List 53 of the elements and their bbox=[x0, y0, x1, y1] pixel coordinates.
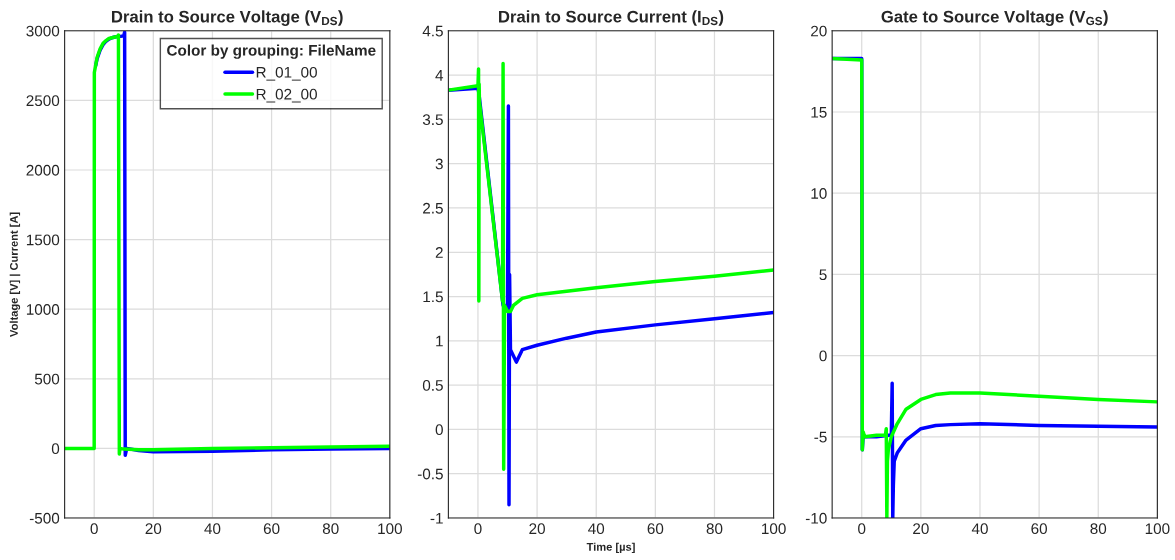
y-tick-label: 1500 bbox=[26, 234, 60, 246]
x-tick-label: 60 bbox=[1031, 523, 1048, 535]
x-tick-label: 20 bbox=[529, 523, 545, 535]
x-tick-label: 100 bbox=[762, 523, 786, 535]
x-tick-label: 20 bbox=[145, 523, 162, 535]
y-tick-label: 0 bbox=[819, 350, 827, 362]
y-tick-label: 2.5 bbox=[423, 202, 443, 214]
legend-label: R_01_00 bbox=[256, 66, 317, 81]
x-tick-label: 80 bbox=[1090, 523, 1107, 535]
x-tick-label: 60 bbox=[647, 523, 664, 535]
chart-title: Drain to Source Current (I$_{DS}$) bbox=[499, 10, 724, 26]
x-tick-label: 40 bbox=[588, 523, 605, 535]
y-tick-label: -500 bbox=[29, 512, 60, 524]
y-tick-label: 500 bbox=[34, 373, 60, 385]
y-tick-label: -1 bbox=[430, 513, 443, 524]
x-axis-title: Time [µs] bbox=[586, 542, 635, 554]
y-tick-label: -10 bbox=[805, 512, 827, 524]
y-tick-label: 10 bbox=[811, 188, 827, 199]
x-tick-label: 0 bbox=[474, 523, 482, 535]
y-tick-label: -5 bbox=[814, 431, 827, 443]
y-tick-label: -0.5 bbox=[417, 468, 443, 480]
x-tick-label: 0 bbox=[90, 523, 98, 535]
chart-title: Drain to Source Voltage (V$_{DS}$) bbox=[112, 10, 343, 26]
x-tick-label: 60 bbox=[263, 523, 280, 535]
x-tick-label: 80 bbox=[706, 523, 723, 535]
x-tick-label: 40 bbox=[204, 523, 221, 535]
y-tick-label: 5 bbox=[819, 269, 827, 281]
y-tick-label: 0 bbox=[51, 443, 60, 455]
y-tick-label: 20 bbox=[811, 25, 827, 37]
x-tick-label: 80 bbox=[322, 523, 339, 535]
y-tick-label: 1 bbox=[436, 335, 443, 347]
y-tick-label: 1.5 bbox=[423, 291, 443, 303]
x-tick-label: 40 bbox=[971, 523, 988, 535]
y-tick-label: 0.5 bbox=[422, 379, 443, 391]
y-tick-label: 2000 bbox=[26, 164, 60, 176]
x-tick-label: 100 bbox=[378, 523, 402, 535]
x-tick-label: 100 bbox=[1145, 523, 1170, 535]
y-tick-label: 2 bbox=[435, 247, 443, 258]
legend-title: Color by grouping: FileName bbox=[167, 44, 376, 59]
y-tick-label: 4.5 bbox=[422, 25, 443, 37]
x-tick-label: 20 bbox=[913, 523, 929, 535]
y-tick-label: 3000 bbox=[26, 25, 60, 37]
y-axis-title: Voltage [V] | Current [A] bbox=[9, 212, 21, 337]
y-tick-label: 4 bbox=[435, 70, 444, 81]
y-tick-label: 15 bbox=[811, 107, 827, 118]
y-tick-label: 3.5 bbox=[422, 114, 443, 126]
legend-label: R_02_00 bbox=[256, 88, 317, 103]
y-tick-label: 0 bbox=[435, 424, 443, 436]
chart-title: Gate to Source Voltage (V$_{GS}$) bbox=[881, 10, 1108, 26]
y-tick-label: 2500 bbox=[26, 95, 60, 107]
x-tick-label: 0 bbox=[858, 523, 866, 535]
y-tick-label: 3 bbox=[435, 158, 443, 170]
y-tick-label: 1000 bbox=[26, 304, 60, 315]
